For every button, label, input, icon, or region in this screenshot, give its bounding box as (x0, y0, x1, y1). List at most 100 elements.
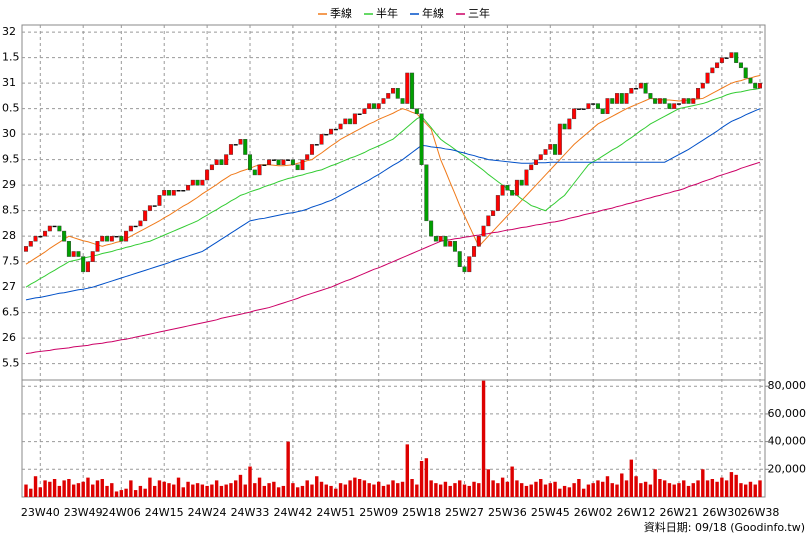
y2-tick-label: 20,000 (768, 462, 807, 475)
volume-bar (477, 483, 481, 497)
volume-bar (377, 481, 381, 497)
volume-bar (434, 483, 438, 497)
x-tick-label: 24W42 (273, 506, 312, 519)
candle-body (52, 225, 57, 228)
candle-body (214, 159, 219, 165)
volume-bar (629, 459, 634, 497)
volume-bar (105, 485, 109, 497)
volume-bar (162, 481, 166, 497)
x-tick-label: 25W36 (488, 506, 527, 519)
volume-bar (586, 484, 591, 497)
candle-body (676, 103, 681, 105)
volume-bar (114, 491, 119, 497)
candle-body (181, 190, 186, 192)
candle-body (586, 103, 591, 109)
volume-bar (334, 488, 338, 497)
volume-bar (677, 483, 681, 497)
candle-body (224, 154, 229, 165)
candle-body (147, 205, 152, 211)
candle-body (476, 235, 481, 247)
volume-bar (758, 480, 762, 497)
volume-bar (419, 461, 424, 497)
candle-body (119, 235, 124, 242)
volume-bar (43, 480, 47, 497)
volume-bar (329, 485, 333, 497)
volume-bar (224, 484, 228, 497)
x-tick-label: 23W40 (21, 506, 60, 519)
x-tick-label: 24W06 (102, 506, 141, 519)
candle-body (319, 133, 324, 145)
candle-body (457, 251, 462, 267)
volume-bar (519, 483, 524, 497)
candle-body (634, 88, 639, 90)
candle-body (548, 144, 553, 150)
volume-bar (353, 477, 357, 497)
volume-bar (486, 469, 491, 497)
candle-body (576, 108, 581, 110)
candle-body (162, 190, 167, 196)
volume-bar (315, 476, 319, 497)
volume-bar (529, 484, 533, 497)
candle-body (157, 195, 162, 206)
candle-body (405, 72, 410, 104)
candle-body (667, 103, 672, 109)
volume-bar (248, 466, 252, 497)
x-tick-label: 26W30 (702, 506, 741, 519)
volume-bar (467, 485, 471, 497)
volume-bar (605, 476, 610, 497)
volume-bar (491, 480, 495, 497)
volume-bar (391, 480, 395, 497)
volume-bar (753, 484, 757, 497)
candle-body (128, 225, 133, 232)
candle-body (462, 266, 467, 273)
volume-bar (291, 483, 295, 497)
volume-bar (729, 472, 734, 497)
candle-body (376, 103, 381, 109)
candle-body (500, 184, 505, 196)
volume-bar (57, 485, 62, 497)
y-tick-label: 28 (2, 229, 16, 242)
candle-body (419, 113, 424, 165)
candle-body (357, 113, 362, 115)
volume-bar (662, 480, 667, 497)
candle-body (166, 190, 171, 196)
volume-bar (76, 483, 81, 497)
volume-bar (62, 480, 66, 497)
candle-body (85, 261, 90, 273)
candle-body (467, 256, 472, 273)
candle-body (662, 98, 667, 104)
candle-body (657, 98, 662, 104)
candle-body (619, 93, 624, 104)
volume-bar (543, 484, 548, 497)
volume-bar (748, 481, 753, 497)
candle-body (724, 57, 729, 59)
volume-bar (343, 484, 348, 497)
candle-body (100, 235, 105, 242)
candle-body (486, 215, 491, 227)
candle-body (519, 179, 524, 186)
candle-body (38, 235, 43, 238)
volume-bar (119, 490, 124, 497)
candle-body (200, 179, 205, 186)
volume-bar (243, 484, 247, 497)
x-tick-label: 24W51 (316, 506, 355, 519)
volume-bar (152, 485, 157, 497)
volume-bar (381, 485, 386, 497)
volume-bar (724, 480, 729, 497)
candle-body (700, 82, 705, 89)
candle-body (271, 159, 276, 161)
candle-body (681, 98, 686, 104)
volume-bar (172, 484, 176, 497)
y2-tick-label: 80,000 (768, 379, 807, 392)
x-tick-label: 24W15 (145, 506, 184, 519)
candle-body (395, 88, 400, 99)
volume-bar (24, 484, 28, 497)
volume-bar (100, 479, 104, 497)
candle-body (105, 235, 110, 242)
volume-bar (739, 483, 743, 497)
volume-bar (710, 479, 715, 497)
volume-bar (581, 488, 586, 497)
candle-body (538, 154, 543, 160)
volume-bar (705, 480, 710, 497)
x-tick-label: 25W18 (402, 506, 441, 519)
